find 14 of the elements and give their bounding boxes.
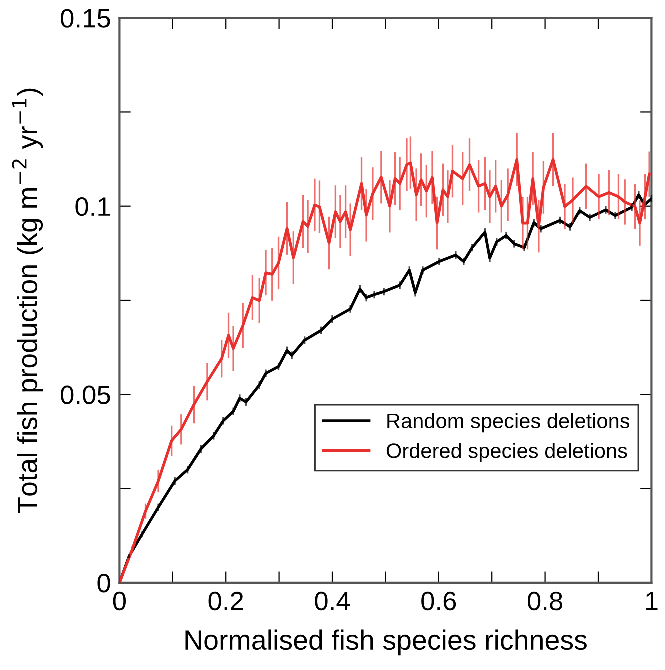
- legend-label: Ordered species deletions: [386, 443, 628, 462]
- x-tick-label: 0: [113, 592, 126, 611]
- x-tick-label: 0.2: [208, 592, 244, 611]
- y-tick-label: 0: [98, 574, 110, 593]
- x-tick-label: 0.6: [422, 592, 456, 611]
- y-tick-label: 0.05: [61, 386, 110, 404]
- x-tick-label: 0.4: [315, 592, 350, 611]
- y-axis-title: Total fish production (kg m$^{−2}$ yr$^{−1}$): [12, 88, 44, 514]
- x-tick-label: 0.8: [528, 592, 562, 611]
- x-tick-label: 1: [646, 592, 658, 610]
- y-tick-label: 0.15: [61, 9, 110, 28]
- y-tick-label: 0.1: [76, 197, 110, 216]
- legend-label: Random species deletions: [388, 413, 630, 433]
- x-axis-title: Normalised fish species richness: [186, 630, 587, 656]
